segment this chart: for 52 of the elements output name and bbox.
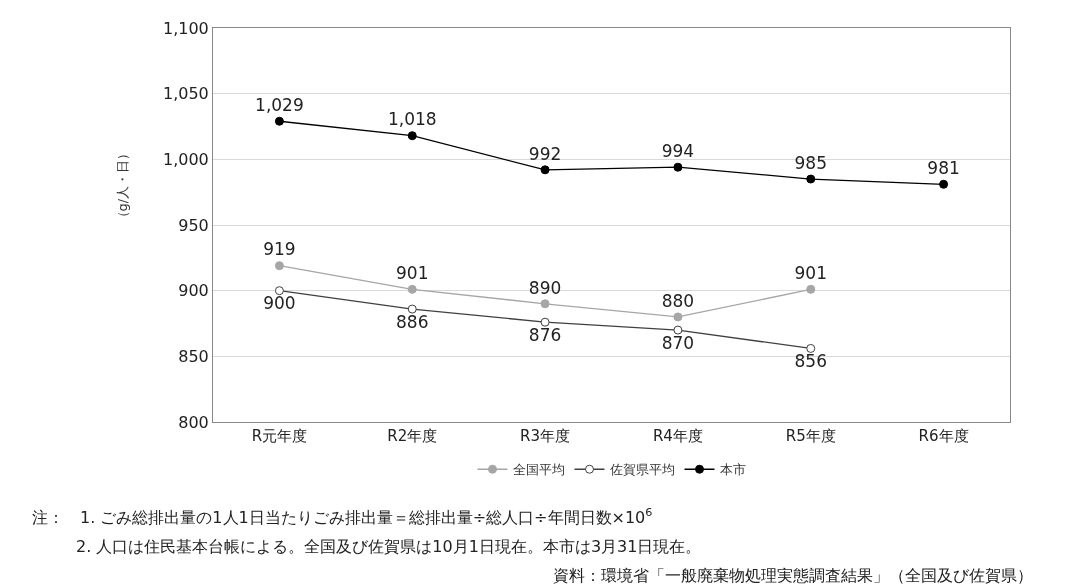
x-tick-label: R6年度: [918, 427, 969, 445]
point: [939, 179, 949, 189]
x-tick-label: R2年度: [387, 427, 438, 445]
data-label: 880: [661, 290, 695, 311]
y-tick-label: 1,100: [162, 18, 209, 38]
x-tick-label: R3年度: [520, 427, 571, 445]
x-tick-label: R5年度: [785, 427, 836, 445]
y-tick-label: 950: [178, 215, 209, 235]
data-label: 886: [396, 311, 429, 332]
data-label: 1,018: [387, 109, 437, 130]
point: [806, 284, 816, 294]
point: [274, 261, 284, 271]
legend-label: 本市: [719, 462, 746, 478]
data-label: 856: [794, 351, 827, 372]
point: [274, 116, 284, 126]
data-label: 981: [927, 158, 960, 179]
point: [540, 165, 550, 175]
data-label: 992: [528, 143, 562, 164]
x-tick-label: R元年度: [251, 427, 308, 445]
data-label: 985: [794, 152, 827, 173]
data-label: 919: [263, 239, 296, 260]
point: [673, 325, 683, 335]
data-label: 994: [661, 140, 695, 161]
point: [673, 162, 683, 172]
data-label: 901: [396, 263, 429, 284]
text: 注： 1. ごみ総排出量の1人1日当たりごみ排出量＝総排出量÷総人口÷年間日数×10$^{6}$: [32, 506, 653, 527]
x-tick-label: R4年度: [652, 427, 703, 445]
data-label: 1,029: [255, 95, 304, 115]
point: [806, 174, 816, 184]
point: [407, 284, 417, 294]
point: [540, 299, 550, 309]
point: [407, 131, 417, 141]
data-label: 870: [661, 332, 695, 353]
data-label: 890: [528, 277, 562, 298]
legend-label: 佐賀県平均: [609, 462, 675, 478]
data-label: 901: [794, 263, 827, 284]
y-tick-label: 900: [178, 281, 209, 301]
y-tick-label: 1,000: [162, 149, 209, 169]
point: [673, 312, 683, 322]
data-label: 900: [263, 293, 296, 314]
y-tick-label: 800: [178, 412, 209, 432]
text: 資料：環境省「一般廃棄物処理実態調査結果」（全国及び佐賀県）: [553, 566, 1033, 585]
point: [806, 343, 816, 353]
legend-label: 全国平均: [512, 462, 565, 478]
y-tick-label: 850: [178, 346, 209, 366]
point: [274, 286, 284, 296]
point: [407, 304, 417, 314]
text: 2. 人口は住民基本台帳による。全国及び佐賀県は10月1日現在。本市は3月31日現在。: [76, 537, 702, 556]
y-axis-title: （g/人・日）: [115, 146, 131, 225]
data-label: 876: [528, 324, 562, 345]
y-tick-label: 1,050: [162, 84, 209, 104]
point: [540, 317, 550, 327]
